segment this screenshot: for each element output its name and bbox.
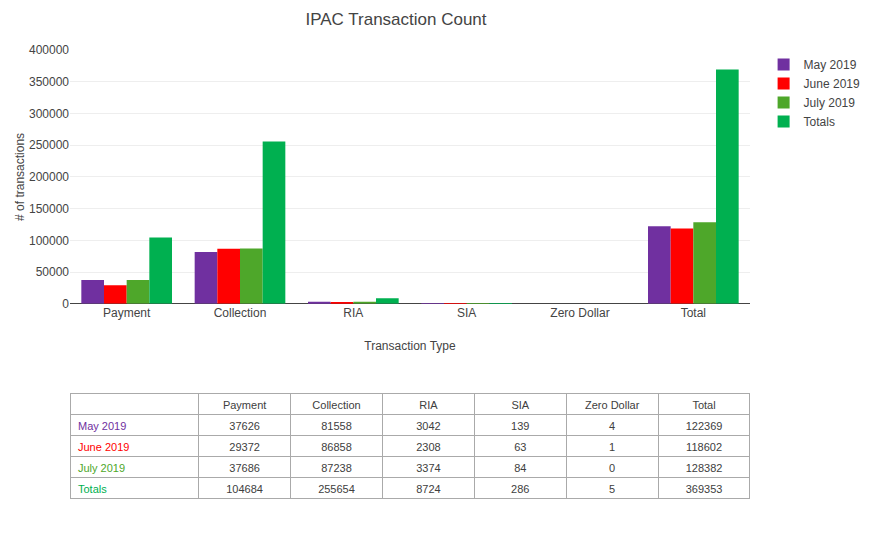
svg-text:0: 0	[609, 462, 615, 474]
svg-text:Payment: Payment	[103, 306, 151, 320]
svg-text:29372: 29372	[229, 441, 260, 453]
svg-text:139: 139	[511, 420, 529, 432]
svg-text:SIA: SIA	[457, 306, 476, 320]
svg-text:100000: 100000	[29, 234, 69, 248]
svg-text:8724: 8724	[416, 483, 440, 495]
svg-text:255654: 255654	[318, 483, 355, 495]
svg-text:Zero Dollar: Zero Dollar	[550, 306, 609, 320]
svg-text:63: 63	[514, 441, 526, 453]
svg-text:RIA: RIA	[343, 306, 363, 320]
svg-text:86858: 86858	[321, 441, 352, 453]
svg-text:0: 0	[62, 297, 69, 311]
svg-text:June 2019: June 2019	[78, 441, 129, 453]
svg-text:4: 4	[609, 420, 615, 432]
svg-text:200000: 200000	[29, 170, 69, 184]
svg-text:37626: 37626	[229, 420, 260, 432]
svg-text:Zero Dollar: Zero Dollar	[585, 399, 640, 411]
svg-text:June 2019: June 2019	[804, 77, 860, 91]
svg-text:118602: 118602	[686, 441, 722, 453]
svg-text:3042: 3042	[416, 420, 440, 432]
svg-text:2308: 2308	[416, 441, 440, 453]
svg-text:July 2019: July 2019	[804, 96, 856, 110]
svg-text:Total: Total	[681, 306, 706, 320]
svg-text:400000: 400000	[29, 43, 69, 57]
svg-text:3374: 3374	[416, 462, 440, 474]
svg-text:128382: 128382	[686, 462, 723, 474]
svg-text:300000: 300000	[29, 107, 69, 121]
svg-text:SIA: SIA	[511, 399, 529, 411]
svg-text:May 2019: May 2019	[78, 420, 126, 432]
svg-text:RIA: RIA	[419, 399, 438, 411]
svg-text:369353: 369353	[686, 483, 723, 495]
svg-text:Transaction Type: Transaction Type	[364, 339, 456, 353]
svg-text:July 2019: July 2019	[78, 462, 125, 474]
svg-text:104684: 104684	[226, 483, 263, 495]
svg-text:# of transactions: # of transactions	[13, 133, 27, 221]
svg-text:250000: 250000	[29, 138, 69, 152]
svg-text:Totals: Totals	[804, 115, 835, 129]
svg-text:87238: 87238	[321, 462, 352, 474]
svg-text:Collection: Collection	[312, 399, 360, 411]
svg-text:Total: Total	[692, 399, 715, 411]
svg-text:122369: 122369	[686, 420, 723, 432]
svg-text:37686: 37686	[229, 462, 260, 474]
svg-text:286: 286	[511, 483, 529, 495]
svg-text:50000: 50000	[36, 265, 70, 279]
svg-text:350000: 350000	[29, 75, 69, 89]
svg-text:IPAC Transaction Count: IPAC Transaction Count	[305, 10, 486, 29]
svg-text:1: 1	[609, 441, 615, 453]
svg-text:Totals: Totals	[78, 483, 107, 495]
svg-text:Collection: Collection	[214, 306, 267, 320]
svg-text:84: 84	[514, 462, 526, 474]
svg-text:81558: 81558	[321, 420, 352, 432]
svg-text:Payment: Payment	[223, 399, 266, 411]
svg-text:5: 5	[609, 483, 615, 495]
svg-text:150000: 150000	[29, 202, 69, 216]
svg-text:May 2019: May 2019	[804, 58, 857, 72]
